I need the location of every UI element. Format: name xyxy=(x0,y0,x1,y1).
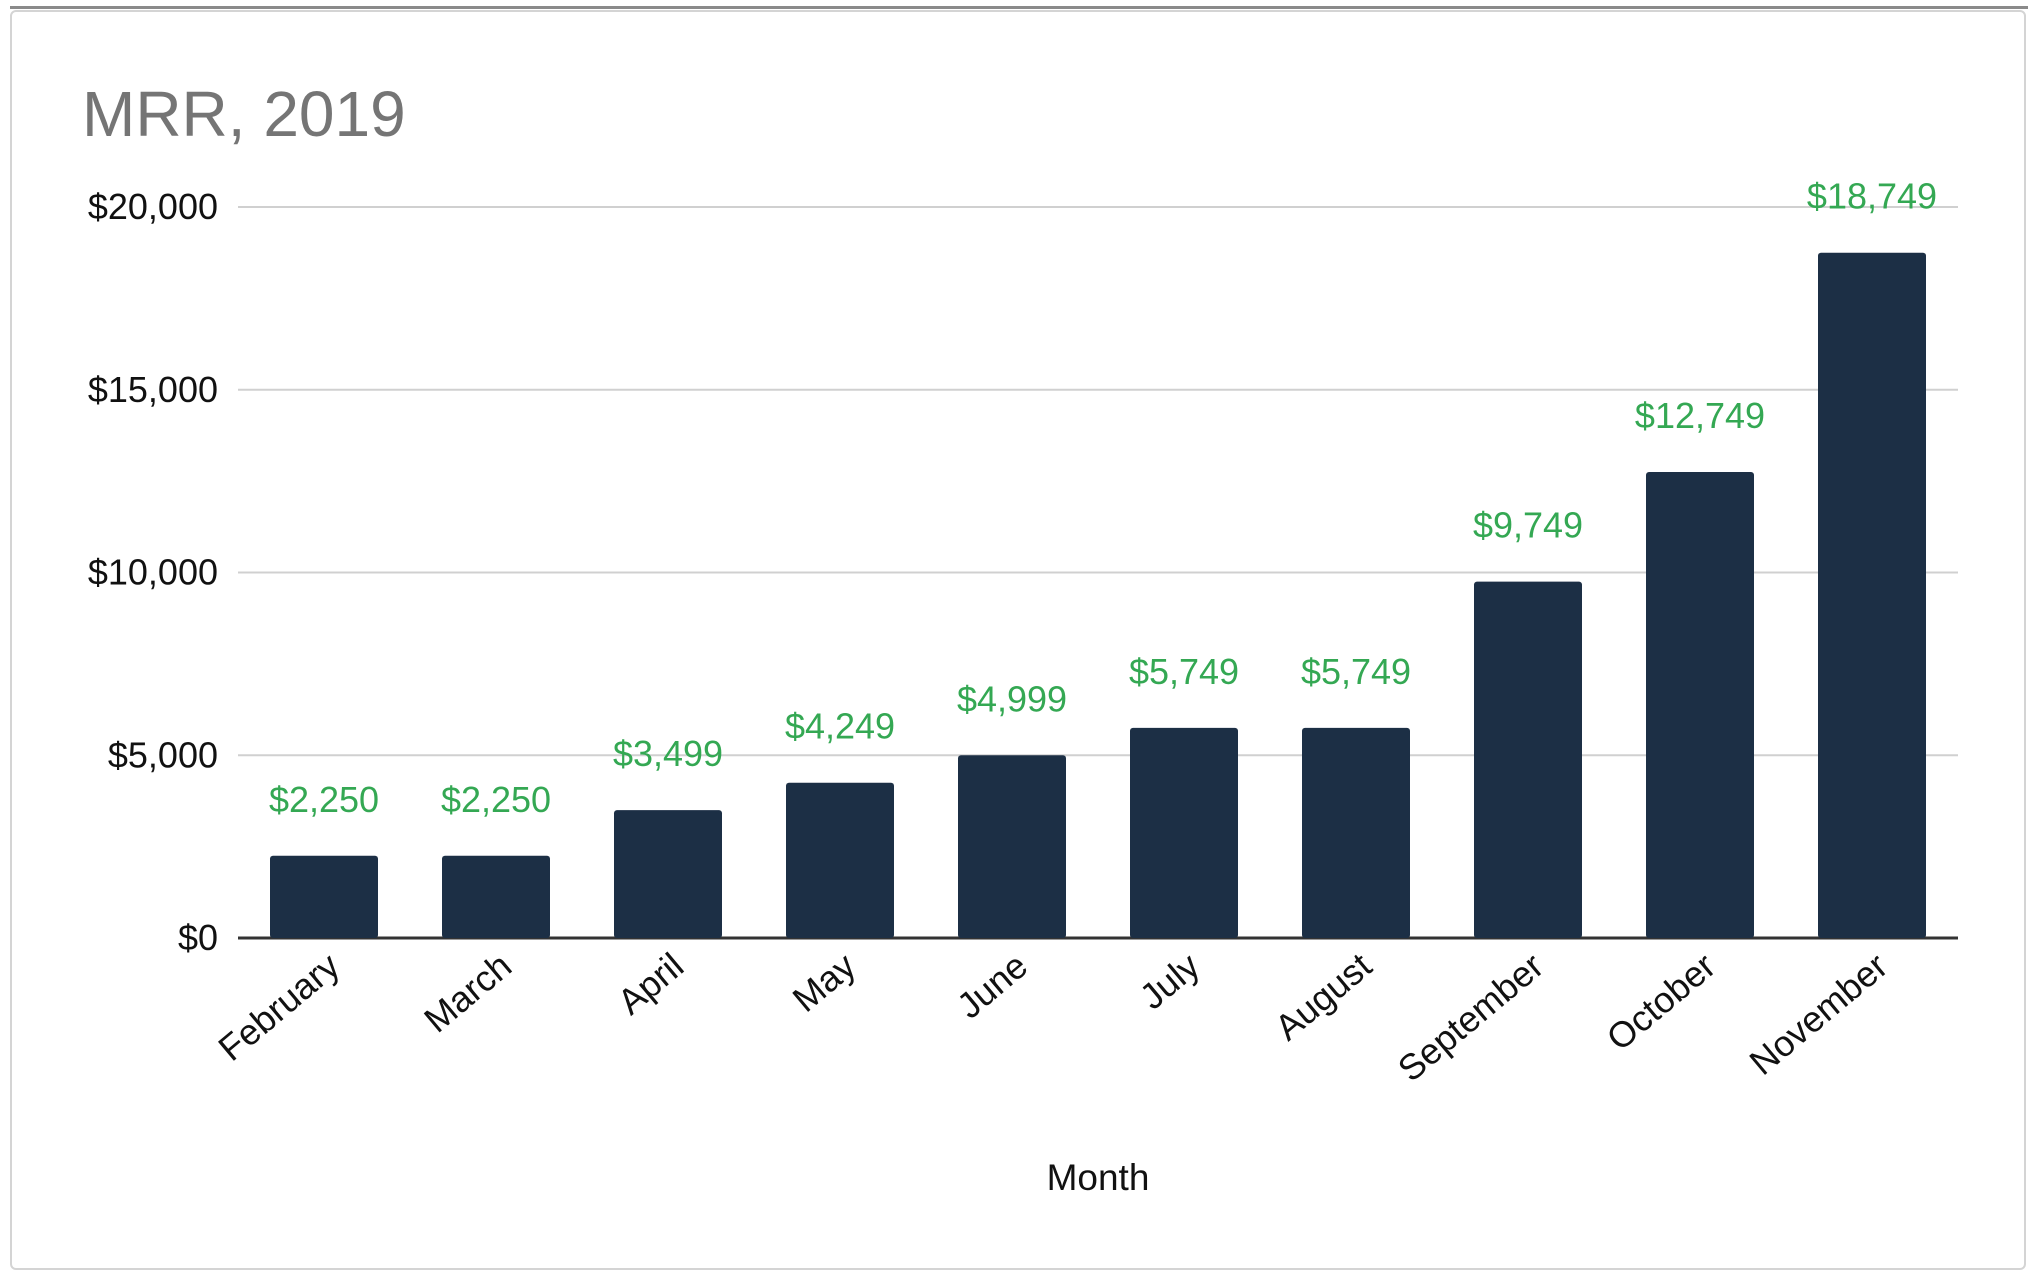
data-label: $12,749 xyxy=(1635,395,1765,436)
y-tick-label: $5,000 xyxy=(108,734,218,775)
bar xyxy=(1474,581,1582,938)
data-label: $18,749 xyxy=(1807,176,1937,217)
x-tick-label: April xyxy=(610,945,692,1023)
top-rule xyxy=(10,6,2028,9)
x-tick-label: November xyxy=(1742,945,1896,1083)
y-axis-ticks: $0 $5,000 $10,000 $15,000 $20,000 xyxy=(88,186,218,958)
bar xyxy=(442,855,550,938)
chart-title: MRR, 2019 xyxy=(82,78,406,150)
x-axis-ticks: February March April May June July August Septe… xyxy=(210,945,1895,1090)
x-tick-label: August xyxy=(1267,945,1379,1048)
bar xyxy=(1130,727,1238,938)
x-tick-label: September xyxy=(1390,945,1551,1090)
bar xyxy=(1818,252,1926,938)
bar xyxy=(958,755,1066,938)
bar xyxy=(270,855,378,938)
y-tick-label: $15,000 xyxy=(88,369,218,410)
data-label: $3,499 xyxy=(613,733,723,774)
y-tick-label: $0 xyxy=(178,917,218,958)
data-labels: $2,250 $2,250 $3,499 $4,249 $4,999 $5,749 $5,7… xyxy=(269,176,1937,820)
data-label: $5,749 xyxy=(1301,651,1411,692)
bar xyxy=(614,810,722,938)
data-label: $9,749 xyxy=(1473,505,1583,546)
y-tick-label: $20,000 xyxy=(88,186,218,227)
x-tick-label: October xyxy=(1599,945,1723,1059)
x-tick-label: February xyxy=(210,945,347,1069)
x-tick-label: June xyxy=(949,945,1035,1027)
x-axis-title: Month xyxy=(1047,1157,1150,1198)
y-tick-label: $10,000 xyxy=(88,552,218,593)
bar xyxy=(1302,727,1410,938)
data-label: $2,250 xyxy=(441,779,551,820)
bars xyxy=(270,252,1926,938)
x-tick-label: May xyxy=(785,945,863,1020)
data-label: $4,249 xyxy=(785,706,895,747)
data-label: $5,749 xyxy=(1129,651,1239,692)
x-tick-label: March xyxy=(416,945,519,1041)
bar xyxy=(1646,472,1754,938)
data-label: $4,999 xyxy=(957,678,1067,719)
data-label: $2,250 xyxy=(269,779,379,820)
x-tick-label: July xyxy=(1132,945,1207,1018)
bar xyxy=(786,782,894,938)
